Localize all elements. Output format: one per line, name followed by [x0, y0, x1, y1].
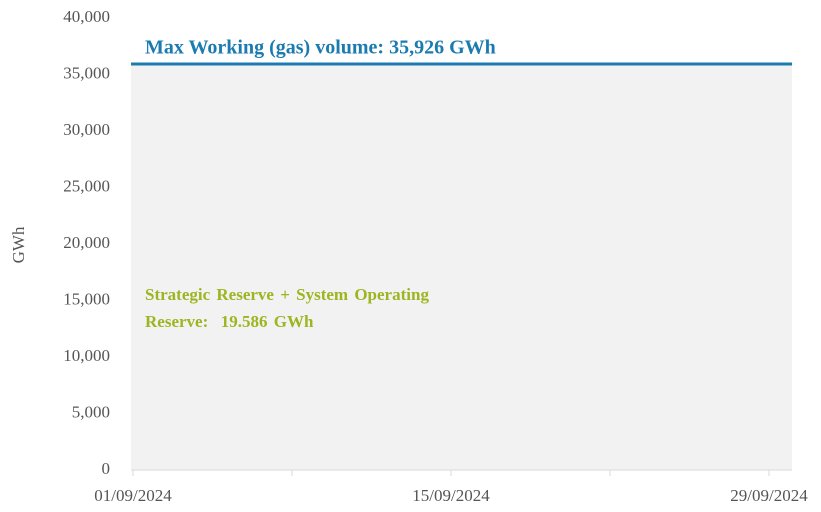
- y-tick-label: 25,000: [63, 176, 110, 195]
- reference-area: [131, 64, 792, 471]
- annotation: Reserve: 19.586 GWh: [145, 312, 314, 331]
- x-tick-label: 15/09/2024: [412, 486, 490, 505]
- reference-label: Max Working (gas) volume: 35,926 GWh: [145, 37, 496, 59]
- x-tick-label: 29/09/2024: [730, 486, 808, 505]
- y-tick-label: 15,000: [63, 289, 110, 308]
- y-tick-label: 10,000: [63, 346, 110, 365]
- annotation: Strategic Reserve + System Operating: [145, 285, 429, 304]
- y-tick-label: 20,000: [63, 233, 110, 252]
- y-tick-label: 35,000: [63, 63, 110, 82]
- y-axis-label: GWh: [9, 226, 28, 263]
- y-tick-label: 5,000: [72, 402, 110, 421]
- x-tick-label: 01/09/2024: [94, 486, 172, 505]
- y-tick-label: 40,000: [63, 7, 110, 26]
- y-tick-label: 0: [102, 459, 111, 478]
- y-tick-label: 30,000: [63, 120, 110, 139]
